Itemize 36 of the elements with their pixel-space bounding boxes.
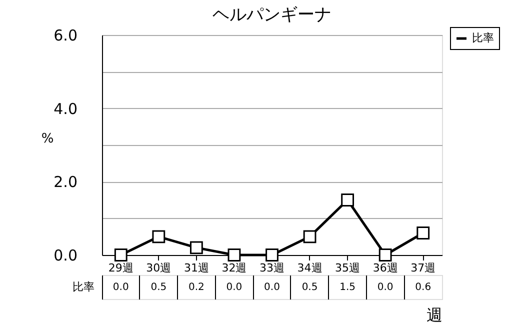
point (303, 230, 316, 244)
data-label: 1.5 (340, 282, 356, 293)
x-tick-label: 33週 (260, 262, 284, 274)
data-label: 0.0 (377, 282, 394, 293)
point (228, 248, 241, 262)
y-tick-label: 2.0 (54, 173, 78, 192)
point (341, 194, 354, 206)
x-tick-label: 36週 (372, 262, 398, 274)
x-tick-label: 31週 (184, 262, 209, 274)
x-tick-label: 37週 (410, 262, 436, 274)
x-tick-label: 34週 (297, 262, 322, 274)
point (114, 248, 128, 262)
point (416, 226, 430, 240)
data-label: 0.0 (264, 282, 280, 293)
y-tick-label: 0.0 (54, 246, 78, 264)
y-tick-label: 4.0 (54, 100, 78, 118)
x-tick-label: 30週 (146, 262, 172, 274)
data-label: 0.0 (226, 282, 242, 293)
legend-label: 比率 (472, 32, 494, 44)
point (378, 248, 392, 262)
data-label: 0.0 (112, 282, 129, 293)
data-label: 0.5 (302, 282, 318, 293)
x-axis-title: 週 (426, 306, 442, 324)
y-axis-title: % (41, 132, 54, 146)
data-label: 0.5 (150, 282, 167, 293)
x-tick-label: 32週 (222, 262, 247, 274)
text: 比率 (72, 280, 94, 294)
chart-title: ヘルパンギーナ (212, 5, 332, 25)
x-tick-label: 35週 (335, 262, 360, 274)
y-tick-label: 6.0 (54, 26, 78, 44)
point (266, 248, 278, 262)
point (190, 241, 203, 254)
data-label: 0.2 (188, 282, 204, 293)
point (152, 230, 166, 244)
data-label: 0.6 (415, 282, 432, 293)
x-tick-label: 29週 (108, 262, 134, 274)
